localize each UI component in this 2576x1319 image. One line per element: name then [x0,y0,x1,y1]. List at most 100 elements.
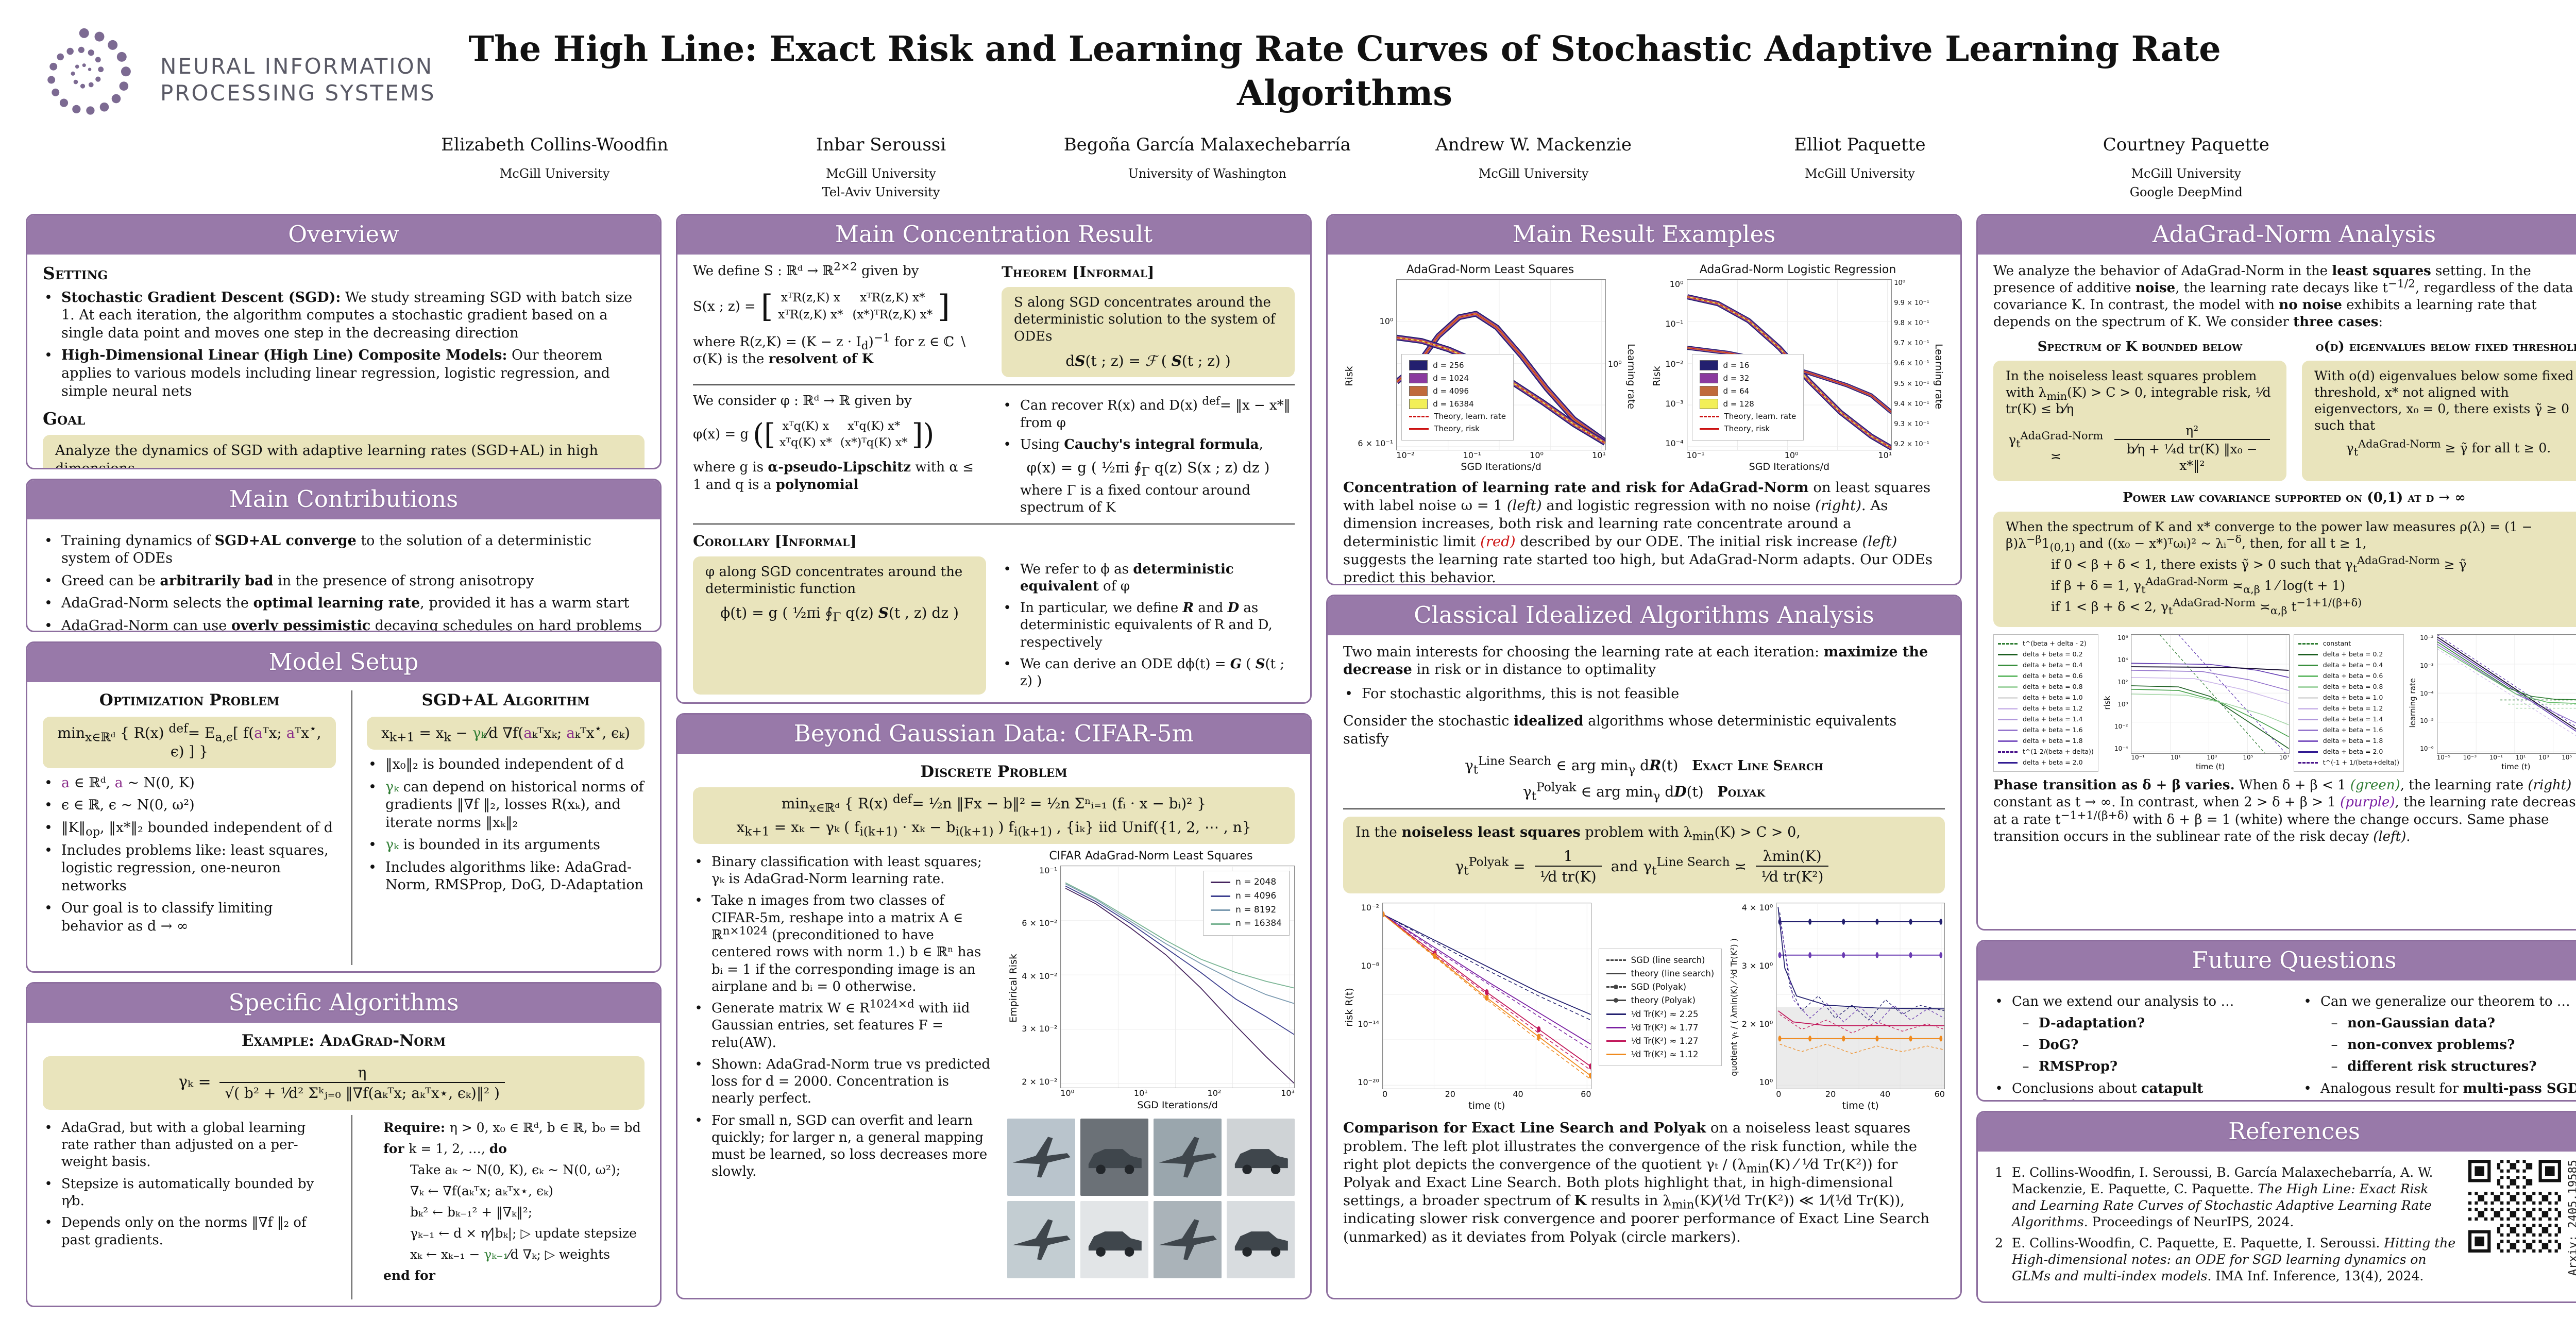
legend-swatch [1211,882,1231,884]
text-segment: non-convex problems? [2347,1037,2515,1053]
legend-label: delta + beta = 1.0 [2323,694,2383,702]
legend-item: SGD (line search) [1606,955,1715,966]
goal-label: Goal [43,409,86,429]
panel-main-result-examples: Main Result Examples AdaGrad-Norm Least … [1326,214,1962,585]
chart-marker [1588,1072,1591,1079]
author-5: Elliot Paquette McGill University [1697,134,2023,202]
tick-label: 10⁻² [2114,722,2128,730]
text-segment: . As dimension increases, both risk and … [1343,497,1888,550]
cifar-thumbnail-plane [1007,1118,1075,1196]
x-ticks: 10⁻² 10⁻¹ 10⁰ 10¹ [1396,450,1606,461]
legend-item: theory (Polyak) [1606,995,1715,1006]
text-segment: = x [414,724,444,742]
phi-properties: • Can recover R(x) and D(x) def= ‖x − x*‖… [1002,393,1295,516]
legend-label: n = 4096 [1235,890,1277,901]
list-item-text: We refer to ϕ as deterministic equivalen… [1020,561,1295,596]
chart-marker [1485,994,1489,1001]
bullet-marker: • [44,1176,53,1192]
logistic-figure: AdaGrad-Norm Logistic Regression Risk 10… [1651,263,1945,474]
list-item: 1 E. Collins-Woodfin, I. Seroussi, B. Gar… [1993,1164,2456,1230]
text-segment: η > 0, x₀ ∈ ℝᵈ, b ∈ ℝ, b₀ = bd [449,1120,641,1135]
classical-bullet: For stochastic algorithms, this is not f… [1362,685,1945,703]
author-4: Andrew W. Mackenzie McGill University [1370,134,1697,202]
bullet-marker: • [1003,561,1011,577]
tick-label: 9.9 × 10⁻¹ [1894,299,1929,307]
text-segment: , the learning rate [2400,777,2528,793]
text-segment: (0,1) [2049,541,2075,554]
tick-label: 60 [1934,1089,1945,1099]
text-segment: K [1574,1192,1587,1209]
list-item: 2 E. Collins-Woodfin, C. Paquette, E. Paq… [1993,1235,2456,1284]
legend-swatch [1998,762,2018,764]
text-segment: γ [1653,788,1660,803]
chart-marker [1875,952,1879,958]
chart-series-line [1065,883,1294,988]
text-segment: and [1194,600,1228,616]
author-name: Elizabeth Collins-Woodfin [441,134,669,155]
list-item: • γₖ is bounded in its arguments [367,836,645,854]
text-segment: algorithms whose deterministic equivalen… [1343,713,1897,747]
legend-label: d = 128 [1723,399,1754,409]
bullet-marker: • [694,1112,703,1128]
y-axis-label-right: Learning rate [1625,343,1637,409]
text-segment: a [61,774,70,791]
text-segment: When the spectrum of K and x* converge t… [2006,519,2533,551]
legend-label: delta + beta = 0.8 [2323,683,2383,691]
legend-label: Theory, learn. rate [1724,412,1797,421]
theorem-label: Theorem [Informal] [1002,263,1155,281]
bullet-marker: • [1003,656,1011,672]
text-segment: Take aₖ ~ N(0, K), ϵₖ ~ N(0, ω²); [410,1162,621,1177]
panel-overview: Overview Setting • Stochastic Gradient De… [26,214,662,469]
legend-swatch [1998,697,2018,699]
legend-item: delta + beta = 1.4 [1998,715,2094,723]
legend-label: delta + beta = 0.8 [2023,683,2083,691]
author-row: Elizabeth Collins-Woodfin McGill Universi… [392,134,2349,202]
text-segment: def [1202,395,1220,408]
tick-label: 10⁻¹ [1463,450,1481,460]
y-axis-label: Empirical Risk [1007,954,1019,1023]
text-segment: (t ; z) ) [1020,656,1285,689]
text-segment: t [1652,863,1657,878]
x-axis-label: time (t) [1468,1100,1505,1112]
least-squares-legend: d = 256 d = 1024 d = 4096 d = 16384 Theory, … [1401,354,1514,441]
tick-label: 10⁵ [2562,754,2572,762]
y-axis-label: Risk [1651,366,1663,386]
text-segment: In the [1355,824,1402,841]
text-segment: a,ϵ [215,730,233,745]
bullet-marker: • [694,854,703,870]
bullet-marker: – [2331,1015,2338,1031]
cifar-thumbnail-car [1080,1200,1148,1278]
text-segment: High-Dimensional Linear (High Line) Comp… [61,347,507,364]
legend-item: t^(beta + delta - 2) [1998,639,2094,648]
legend-item: delta + beta = 0.2 [2298,650,2399,658]
power-law-box: When the spectrum of K and x* converge t… [1993,512,2576,628]
tick-label: 10⁻⁶ [2420,745,2434,752]
panel-main-concentration: Main Concentration Result We define S : … [676,214,1312,704]
neurips-swirl-icon [47,28,131,115]
text-segment: with iid Gaussian entries, set features … [711,1001,970,1051]
bullet-marker: • [44,347,53,364]
text-segment: γ [1643,857,1652,875]
text-segment: of φ [1098,578,1130,594]
legend-swatch [1211,895,1231,898]
text-segment: S [1171,352,1182,369]
text-segment: on least squares with label noise ω = 1 [1343,479,1931,514]
goal-box: Analyze the dynamics of SGD with adaptiv… [43,435,645,468]
text-segment: ‖x₀‖₂ is bounded independent of d [385,756,624,773]
text-segment: (K)⁄(¹⁄d Tr(K²)) ≪ 1⁄(¹⁄d Tr(K)), indica… [1343,1192,1930,1245]
chart-series-line [1780,912,1944,1020]
text-segment: t [2016,437,2021,450]
text-segment: − [451,724,472,742]
list-item-text: for k = 1, 2, …, do [383,1141,645,1157]
text-segment: Take n images from two classes of CIFAR-… [711,893,963,943]
text-segment: Two main interests for choosing the lear… [1343,644,1824,660]
text-segment: is bounded in its arguments [399,837,600,853]
author-name: Courtney Paquette [2103,134,2269,155]
legend-item: delta + beta = 1.6 [1998,726,2094,734]
text-segment: non-Gaussian data? [2347,1015,2495,1031]
legend-label: d = 16 [1723,360,1750,370]
legend-item: theory (line search) [1606,968,1714,979]
text-segment: a [523,724,532,742]
text-segment: { R(x) [839,795,893,813]
chart-marker [1875,1035,1879,1042]
